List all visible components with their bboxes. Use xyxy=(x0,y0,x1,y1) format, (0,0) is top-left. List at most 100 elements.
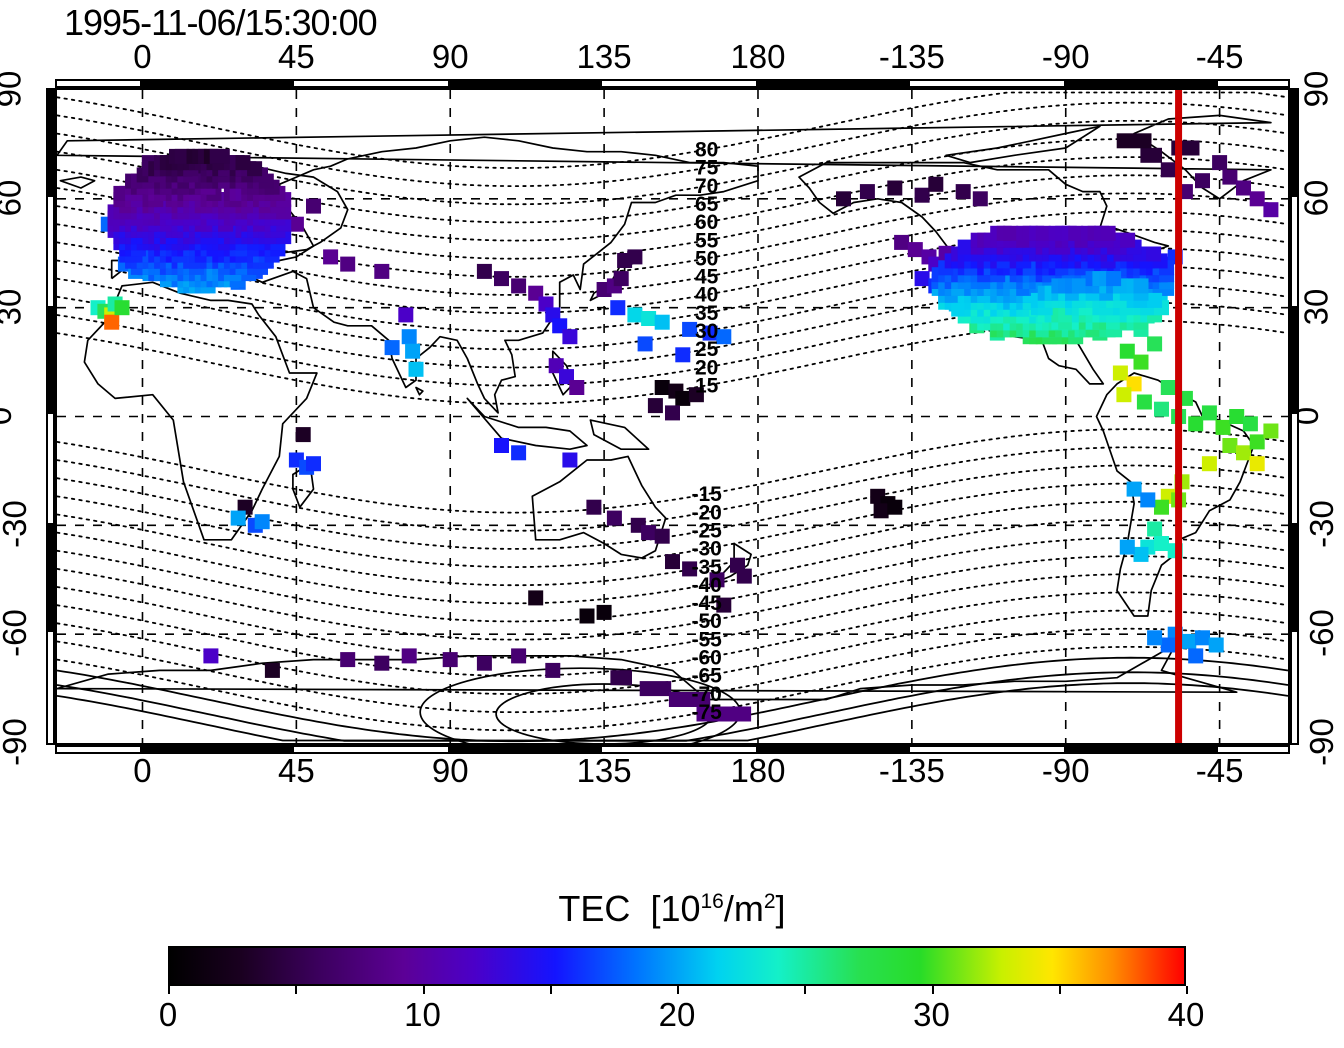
tec-data-cell xyxy=(1263,202,1278,217)
colorbar-tick xyxy=(295,986,297,994)
longitude-tick-label: 45 xyxy=(226,38,366,76)
tec-data-cell xyxy=(1243,416,1258,431)
axis-stripe xyxy=(448,747,602,752)
tec-data-cell xyxy=(887,500,902,515)
tec-data-cell xyxy=(1147,336,1162,351)
tec-data-cell xyxy=(477,264,492,279)
colorbar-exponent-2: 2 xyxy=(764,890,776,913)
tec-data-cell xyxy=(104,315,119,330)
colorbar-quantity: TEC xyxy=(558,888,630,929)
longitude-tick-label: 0 xyxy=(72,752,212,790)
colorbar-units-mid: /m xyxy=(724,888,764,929)
tec-data-cell xyxy=(915,271,930,286)
longitude-tick-label: 45 xyxy=(226,752,366,790)
colorbar-tick xyxy=(677,986,679,994)
longitude-tick-label: -45 xyxy=(1150,752,1290,790)
tec-data-cell xyxy=(1188,416,1203,431)
tec-data-cell xyxy=(494,438,509,453)
tec-data-cell xyxy=(1161,162,1176,177)
tec-data-cell xyxy=(928,177,943,192)
tec-data-cell xyxy=(1072,278,1087,293)
tec-data-cell xyxy=(1068,226,1083,241)
tec-data-cell xyxy=(1147,522,1162,537)
tec-data-cell xyxy=(569,380,584,395)
colorbar-tick-label: 10 xyxy=(363,996,483,1034)
tec-data-cell xyxy=(511,278,526,293)
latitude-tick-label: -90 xyxy=(1303,718,1341,766)
axis-stripe xyxy=(1292,523,1297,632)
latitude-tick-label: 60 xyxy=(1297,179,1335,216)
latitude-tick-label: 60 xyxy=(0,179,28,216)
colorbar-exponent: 16 xyxy=(701,890,724,913)
tec-data-cell xyxy=(1222,438,1237,453)
tec-data-cell xyxy=(1117,133,1152,148)
tec-data-cell xyxy=(1147,293,1162,308)
longitude-tick-label: -90 xyxy=(996,752,1136,790)
longitude-tick-label: -90 xyxy=(996,38,1136,76)
tec-data-cell xyxy=(1154,500,1169,515)
tec-data-cell xyxy=(1140,148,1162,163)
tec-data-cell xyxy=(385,340,400,355)
tec-data-cell xyxy=(597,605,612,620)
latitude-tick-label: 30 xyxy=(0,288,28,325)
tec-data-cell xyxy=(648,398,663,413)
tec-data-cell xyxy=(477,656,492,671)
tec-data-cell xyxy=(1116,387,1131,402)
colorbar-tick xyxy=(932,986,934,994)
axis-bar-right xyxy=(1290,88,1299,745)
tec-data-cell xyxy=(1188,648,1203,663)
axis-stripe xyxy=(140,747,294,752)
longitude-tick-label: 135 xyxy=(534,38,674,76)
tec-data-cell xyxy=(1147,630,1162,645)
tec-data-cell xyxy=(874,503,889,518)
axis-stripe xyxy=(140,81,294,86)
tec-map-figure: 1995-11-06/15:30:00 0 45 90 135 180 -135 -90 -4… xyxy=(0,0,1344,1048)
tec-data-cell xyxy=(973,191,988,206)
latitude-tick-label: -30 xyxy=(0,500,34,548)
tec-data-cell xyxy=(1154,402,1169,417)
tec-data-cell xyxy=(1161,638,1176,653)
tec-data-cell xyxy=(1146,247,1161,262)
tec-data-cell xyxy=(1202,456,1217,471)
tec-data-cell xyxy=(236,155,251,170)
tec-data-cell xyxy=(586,500,601,515)
colorbar-tick-label: 30 xyxy=(872,996,992,1034)
tec-data-cell xyxy=(627,249,642,264)
tec-data-cell xyxy=(374,264,389,279)
colorbar-tick-label: 40 xyxy=(1126,996,1246,1034)
tec-data-cell xyxy=(409,362,424,377)
longitude-tick-label: 90 xyxy=(380,752,520,790)
tec-data-cell xyxy=(1120,233,1135,248)
tec-data-cell xyxy=(1229,409,1244,424)
colorbar-title: TEC [1016/m2] xyxy=(0,888,1344,930)
tec-data-cell xyxy=(655,315,670,330)
colorbar-tick xyxy=(168,986,170,994)
tec-data-cell xyxy=(1209,638,1224,653)
latitude-tick-label: 90 xyxy=(1297,71,1335,108)
tec-data-cell xyxy=(1134,547,1149,562)
tec-data-cell xyxy=(737,569,752,584)
tec-data-cell xyxy=(607,511,622,526)
colorbar[interactable] xyxy=(168,946,1186,986)
tec-data-cell xyxy=(562,453,577,468)
tec-data-cell xyxy=(1154,536,1169,551)
colorbar-tick xyxy=(1186,986,1188,994)
tec-data-cell xyxy=(655,529,670,544)
tec-data-cell xyxy=(1106,271,1121,286)
tec-data-cell xyxy=(915,188,930,203)
tec-data-cell xyxy=(323,249,338,264)
tec-data-cell xyxy=(265,663,280,678)
tec-data-cell xyxy=(1137,395,1152,410)
map-canvas: 8075706560555045403530252015 -15-20-25-30… xyxy=(57,90,1288,743)
tec-data-cell xyxy=(115,300,130,315)
tec-data-cell xyxy=(638,336,653,351)
longitude-tick-label: 180 xyxy=(688,38,828,76)
axis-bar-top xyxy=(55,79,1290,88)
colorbar-tick-label: 20 xyxy=(617,996,737,1034)
tec-data-cell xyxy=(1113,366,1128,381)
tec-data-cell xyxy=(1263,424,1278,439)
map-plot-area[interactable]: 80 75 70 65 60 55 50 45 40 35 30 25 20 15 -15 -20 -25 -30… xyxy=(55,88,1290,745)
tec-data-cell xyxy=(614,271,629,286)
tec-data-cell xyxy=(340,652,355,667)
axis-stripe xyxy=(1292,88,1297,197)
